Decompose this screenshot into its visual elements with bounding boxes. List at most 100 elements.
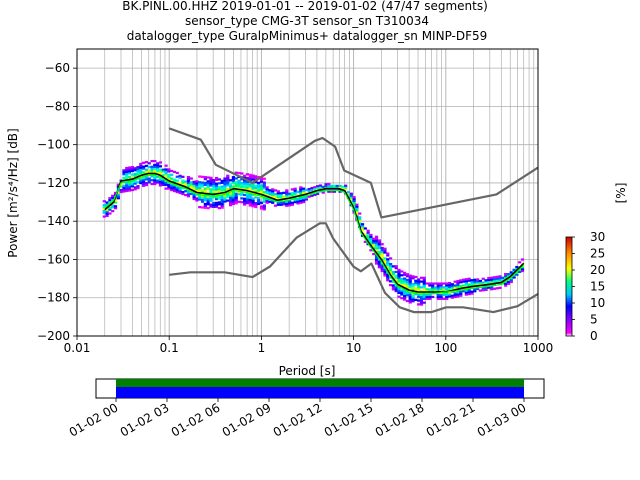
- histogram-cell: [226, 182, 230, 185]
- histogram-cell: [459, 290, 463, 293]
- histogram-cell: [388, 272, 393, 275]
- histogram-cell: [456, 285, 460, 288]
- histogram-cell: [383, 274, 387, 277]
- histogram-cell: [324, 185, 328, 188]
- histogram-cell: [113, 199, 118, 202]
- histogram-cell: [372, 245, 376, 248]
- histogram-cell: [476, 282, 480, 285]
- colorbar-label: [%]: [614, 183, 628, 204]
- histogram-cell: [209, 188, 213, 191]
- histogram-cell: [344, 186, 348, 189]
- histogram-cell: [175, 171, 179, 175]
- histogram-cell: [293, 189, 297, 192]
- histogram-cell: [377, 260, 381, 263]
- histogram-cell: [257, 187, 261, 190]
- histogram-cell: [422, 282, 426, 285]
- histogram-cell: [411, 300, 415, 303]
- histogram-cell: [237, 189, 241, 192]
- histogram-cell: [436, 288, 440, 291]
- histogram-cell: [408, 286, 412, 289]
- series-line-nlnm: [169, 222, 539, 314]
- histogram-cell: [231, 202, 236, 206]
- histogram-cell: [464, 291, 468, 294]
- histogram-cell: [214, 190, 219, 193]
- histogram-cell: [248, 192, 252, 196]
- histogram-cell: [422, 284, 426, 287]
- histogram-cell: [127, 181, 132, 184]
- histogram-cell: [414, 279, 418, 282]
- histogram-cell: [383, 262, 387, 266]
- histogram-cell: [394, 274, 398, 277]
- histogram-cell: [217, 178, 221, 181]
- histogram-cell: [386, 263, 390, 267]
- title-line-3: datalogger_type GuralpMinimus+ datalogge…: [127, 29, 488, 43]
- histogram-cell: [436, 282, 440, 285]
- histogram-cell: [158, 178, 163, 181]
- histogram-cell: [417, 299, 421, 302]
- histogram-cell: [411, 296, 415, 299]
- histogram-cell: [285, 189, 289, 192]
- histogram-cell: [414, 275, 418, 279]
- histogram-cell: [341, 187, 345, 190]
- histogram-cell: [403, 298, 407, 301]
- histogram-cell: [122, 186, 126, 189]
- histogram-cell: [139, 172, 143, 175]
- histogram-cell: [125, 176, 129, 179]
- histogram-cell: [470, 282, 474, 286]
- histogram-cell: [417, 295, 421, 298]
- histogram-cell: [419, 290, 424, 293]
- histogram-cell: [257, 198, 261, 202]
- histogram-cell: [293, 191, 297, 194]
- histogram-cell: [335, 186, 339, 189]
- histogram-cell: [394, 278, 398, 281]
- histogram-cell: [203, 202, 207, 206]
- histogram-cell: [203, 181, 207, 185]
- histogram-cell: [498, 286, 502, 289]
- histogram-cell: [352, 203, 356, 206]
- histogram-cell: [467, 292, 471, 296]
- histogram-cell: [122, 190, 126, 193]
- histogram-cell: [234, 192, 238, 195]
- histogram-cell: [139, 181, 143, 185]
- histogram-cell: [231, 181, 236, 185]
- histogram-cell: [136, 169, 140, 173]
- histogram-cell: [490, 278, 494, 281]
- series-line-nhnm: [168, 127, 539, 219]
- histogram-cell: [189, 181, 193, 184]
- histogram-cell: [442, 291, 446, 295]
- histogram-cell: [259, 205, 264, 208]
- histogram-cell: [358, 220, 362, 223]
- histogram-cell: [164, 170, 168, 173]
- histogram-cell: [259, 188, 264, 191]
- histogram-cell: [400, 293, 404, 296]
- histogram-cell: [153, 175, 157, 178]
- histogram-cell: [431, 286, 435, 289]
- histogram-cell: [411, 275, 415, 278]
- histogram-cell: [223, 198, 227, 201]
- histogram-cell: [403, 277, 407, 280]
- histogram-cell: [470, 292, 474, 295]
- histogram-cell: [122, 171, 126, 174]
- histogram-cell: [403, 279, 407, 282]
- histogram-cell: [265, 193, 269, 197]
- histogram-cell: [447, 291, 452, 294]
- histogram-cell: [102, 209, 106, 212]
- y-axis-ticks: −200 −180 −160 −140 −120 −100 −80 −60: [37, 61, 77, 343]
- histogram-cell: [397, 272, 401, 275]
- histogram-cell: [192, 194, 196, 197]
- histogram-cell: [377, 262, 381, 265]
- histogram-cell: [377, 241, 381, 244]
- histogram-cell: [304, 188, 308, 192]
- histogram-cell: [515, 271, 519, 274]
- histogram-cell: [400, 291, 404, 294]
- histogram-cell: [245, 182, 250, 185]
- histogram-cell: [506, 273, 511, 276]
- histogram-cell: [394, 267, 398, 270]
- histogram-cell: [425, 282, 429, 285]
- histogram-cell: [490, 288, 494, 291]
- histogram-cell: [198, 186, 202, 190]
- histogram-cell: [251, 205, 255, 208]
- histogram-cell: [214, 176, 219, 180]
- histogram-cell: [397, 268, 401, 272]
- histogram-cell: [229, 192, 233, 195]
